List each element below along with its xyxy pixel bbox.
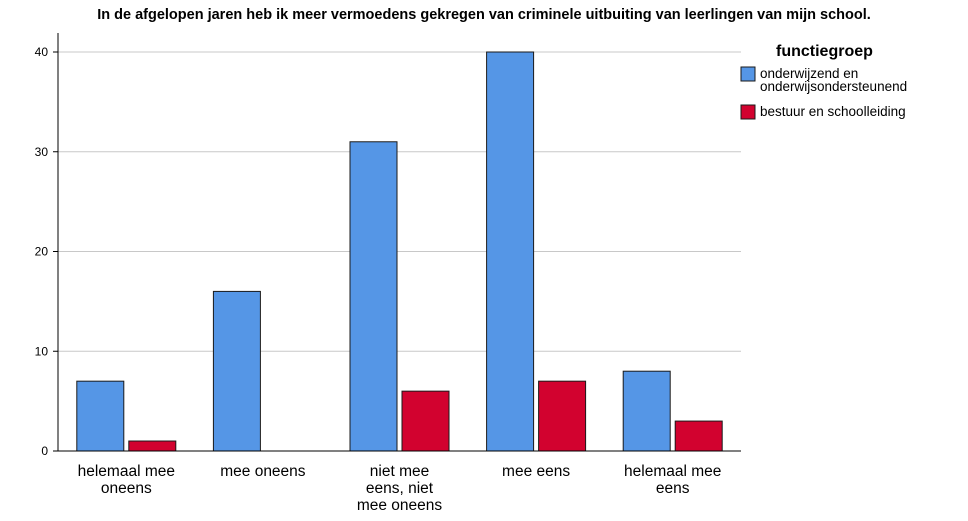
legend-label: onderwijsondersteunend (760, 79, 907, 94)
x-category-label: niet mee (370, 463, 429, 480)
y-tick-label: 10 (35, 344, 49, 358)
bar (622, 370, 671, 452)
x-category-label: mee oneens (357, 497, 443, 514)
x-category-label: helemaal mee (78, 463, 175, 480)
x-category-label: mee oneens (220, 463, 306, 480)
y-tick-label: 20 (35, 245, 49, 259)
bar (128, 440, 177, 452)
legend-swatch (740, 66, 756, 82)
gridlines (58, 51, 741, 352)
x-category-label: mee eens (502, 463, 570, 480)
bar (349, 141, 398, 452)
bar (76, 380, 125, 452)
legend-title: functiegroep (776, 43, 873, 60)
bar (212, 290, 261, 452)
x-category-label: eens, niet (366, 480, 434, 497)
x-category-label: eens (656, 480, 690, 497)
legend-label: onderwijzend en (760, 66, 858, 81)
bar (674, 420, 723, 452)
x-category-label: helemaal mee (624, 463, 721, 480)
x-category-label: oneens (101, 480, 152, 497)
y-tick-label: 0 (41, 444, 48, 458)
bar (401, 390, 450, 452)
y-tick-label: 40 (35, 45, 49, 59)
bar (538, 380, 587, 452)
chart-title: In de afgelopen jaren heb ik meer vermoe… (97, 7, 871, 23)
legend-label: bestuur en schoolleiding (760, 104, 906, 119)
legend: functiegroep onderwijzend enonderwijsond… (740, 43, 907, 120)
legend-swatch (740, 104, 756, 120)
y-tick-label: 30 (35, 145, 49, 159)
bar (486, 51, 535, 452)
